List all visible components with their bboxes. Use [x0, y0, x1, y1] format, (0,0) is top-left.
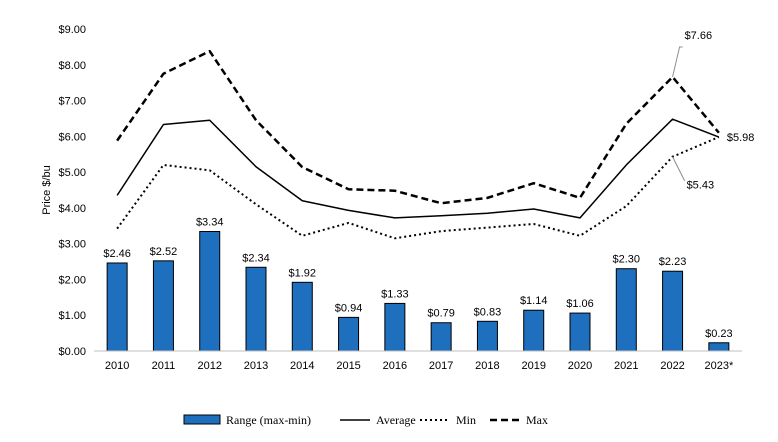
bar — [291, 281, 313, 352]
bars — [106, 231, 730, 352]
lines — [116, 49, 720, 240]
series-line-average — [116, 118, 720, 219]
x-tick-label: 2015 — [336, 360, 360, 372]
bar — [476, 320, 498, 352]
bar-data-label: $1.06 — [566, 298, 594, 310]
bar — [106, 262, 128, 352]
bar-data-label: $0.79 — [427, 308, 455, 320]
annotation-label: $5.98 — [727, 132, 755, 144]
annotation-leader-line — [672, 46, 683, 78]
legend-label: Range (max-min) — [226, 413, 311, 427]
bar — [430, 322, 452, 352]
y-tick-label: $0.00 — [58, 346, 86, 358]
annotations: $7.66 $5.98 $5.43 — [672, 30, 755, 192]
x-tick-label: 2023* — [704, 360, 733, 372]
bar — [338, 316, 360, 352]
bar-data-label: $2.23 — [659, 256, 687, 268]
bar — [384, 302, 406, 352]
legend-swatch-range — [183, 414, 221, 425]
bar-data-label: $2.52 — [150, 246, 178, 258]
y-axis-title: Price $/bu — [41, 165, 53, 215]
bar-data-label: $0.23 — [705, 328, 733, 340]
x-tick-label: 2016 — [383, 360, 407, 372]
x-axis: 2010 2011 2012 2013 2014 2015 2016 2017 2018 2019… — [94, 350, 742, 372]
legend-label: Average — [376, 413, 416, 427]
bar-data-label: $0.83 — [474, 306, 502, 318]
y-tick-label: $2.00 — [58, 274, 86, 286]
bar — [569, 312, 591, 352]
x-tick-label: 2018 — [475, 360, 499, 372]
bar — [615, 268, 637, 352]
annotation-leader-line — [672, 156, 686, 181]
y-tick-label: $1.00 — [58, 310, 86, 322]
x-tick-label: 2019 — [521, 360, 545, 372]
y-tick-label: $6.00 — [58, 131, 86, 143]
bar-data-label: $2.34 — [242, 252, 270, 264]
legend-label: Min — [456, 413, 476, 427]
bar-data-label: $1.33 — [381, 288, 409, 300]
x-tick-label: 2017 — [429, 360, 453, 372]
y-tick-label: $5.00 — [58, 167, 86, 179]
legend-label: Max — [526, 413, 548, 427]
bar-data-label: $1.92 — [289, 267, 317, 279]
x-tick-label: 2012 — [197, 360, 221, 372]
bar — [708, 342, 730, 352]
x-tick-label: 2010 — [105, 360, 129, 372]
bar — [523, 309, 545, 352]
bar-labels: $2.46 $2.52 $3.34 $2.34 $1.92 $0.94 $1.33 $0.79… — [103, 217, 732, 340]
y-axis: $0.00 $1.00 $2.00 $3.00 $4.00 $5.00 $6.00 $7.00… — [58, 24, 86, 358]
x-tick-label: 2021 — [614, 360, 638, 372]
y-tick-label: $8.00 — [58, 60, 86, 72]
x-tick-label: 2022 — [660, 360, 684, 372]
y-tick-label: $9.00 — [58, 24, 86, 36]
legend: Range (max-min) Average Min Max — [183, 413, 548, 427]
x-tick-label: 2011 — [152, 360, 176, 372]
bar — [152, 260, 174, 352]
bar-data-label: $0.94 — [335, 302, 363, 314]
x-tick-label: 2014 — [290, 360, 314, 372]
annotation-label: $5.43 — [687, 180, 715, 192]
bar-data-label: $1.14 — [520, 295, 548, 307]
y-tick-label: $3.00 — [58, 239, 86, 251]
x-tick-label: 2013 — [244, 360, 268, 372]
series-line-max — [116, 49, 720, 205]
bar — [199, 231, 221, 352]
bar-data-label: $3.34 — [196, 217, 224, 229]
bar-data-label: $2.30 — [613, 254, 641, 266]
y-tick-label: $7.00 — [58, 96, 86, 108]
bar-data-label: $2.46 — [103, 248, 131, 260]
annotation-label: $7.66 — [685, 30, 713, 42]
y-tick-label: $4.00 — [58, 203, 86, 215]
bar — [245, 266, 267, 352]
bar — [662, 270, 684, 352]
x-tick-label: 2020 — [568, 360, 592, 372]
